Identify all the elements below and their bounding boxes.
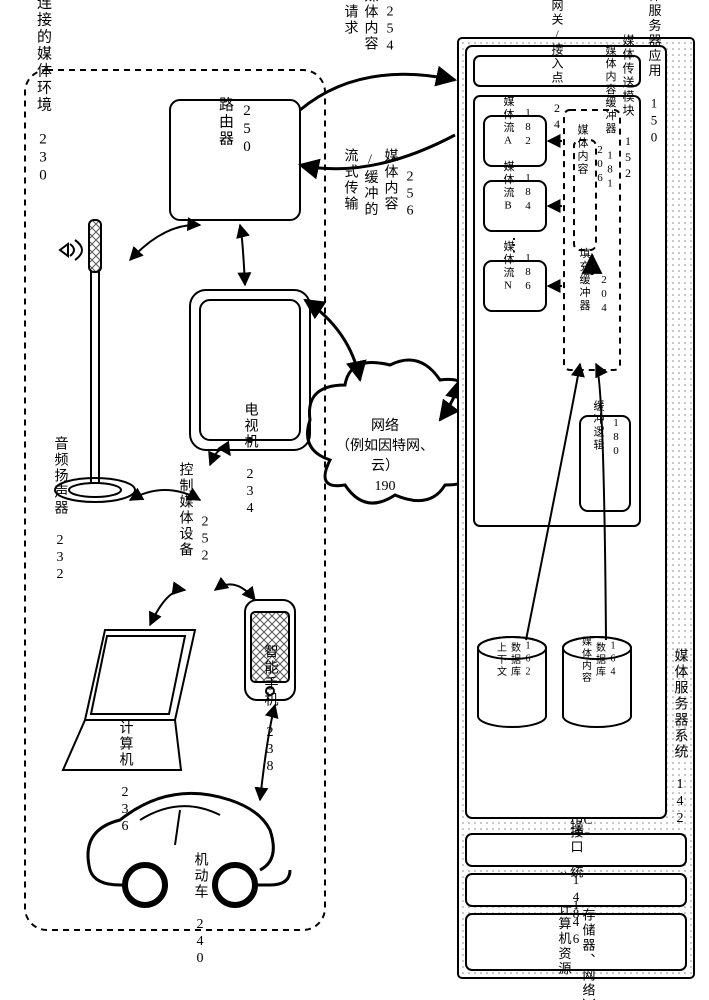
svg-text:控制媒体设备: 控制媒体设备 <box>178 462 194 558</box>
svg-text:媒体内容: 媒体内容 <box>580 636 592 684</box>
svg-text:网络: 网络 <box>371 418 399 434</box>
svg-text:164: 164 <box>608 641 619 680</box>
svg-text:媒体内容: 媒体内容 <box>576 124 589 176</box>
svg-text:媒体内容: 媒体内容 <box>383 148 399 212</box>
svg-text:184: 184 <box>522 172 534 214</box>
svg-text:媒体传送模块 152: 媒体传送模块 152 <box>621 34 635 182</box>
svg-text:媒体流B: 媒体流B <box>502 160 515 213</box>
svg-text:请求: 请求 <box>343 4 359 36</box>
svg-text:音频扬声器 232: 音频扬声器 232 <box>53 435 69 584</box>
svg-text:190: 190 <box>375 479 396 494</box>
svg-text:186: 186 <box>522 252 534 294</box>
svg-text:/缓冲的: /缓冲的 <box>363 153 379 218</box>
svg-text:媒体内容: 媒体内容 <box>363 0 379 52</box>
svg-text:数据库: 数据库 <box>509 641 521 678</box>
svg-text:252: 252 <box>198 515 213 566</box>
svg-text:254: 254 <box>383 5 398 56</box>
svg-text:250: 250 <box>239 103 255 157</box>
svg-text:媒体流A: 媒体流A <box>502 95 515 148</box>
svg-text:162: 162 <box>523 641 534 680</box>
svg-text:媒体服务器应用 150: 媒体服务器应用 150 <box>647 0 662 147</box>
svg-text:256: 256 <box>403 170 418 221</box>
svg-text:数据库: 数据库 <box>594 641 606 678</box>
svg-text:电视机 234: 电视机 234 <box>243 402 259 518</box>
svg-text:云）: 云） <box>371 458 399 474</box>
svg-text:180: 180 <box>610 417 622 459</box>
svg-text:机动车 240: 机动车 240 <box>193 852 209 968</box>
svg-text:媒体服务器系统 142: 媒体服务器系统 142 <box>673 648 689 828</box>
svg-text:连接的媒体环境 230: 连接的媒体环境 230 <box>35 0 52 186</box>
svg-text:182: 182 <box>522 107 534 149</box>
svg-text:流式传输: 流式传输 <box>343 148 359 212</box>
svg-text:填充缓冲器: 填充缓冲器 <box>578 246 591 312</box>
svg-text:媒体网关/接入点 248: 媒体网关/接入点 248 <box>550 0 564 149</box>
svg-text:媒体流N: 媒体流N <box>502 240 515 293</box>
svg-text:206: 206 <box>594 144 606 186</box>
svg-text:上下文: 上下文 <box>495 642 507 678</box>
diagram-root: 连接的媒体环境 230路由器250音频扬声器 232电视机 234控制媒体设备2… <box>0 0 709 1000</box>
svg-text:路由器: 路由器 <box>217 97 234 148</box>
svg-text:204: 204 <box>598 274 610 316</box>
svg-text:（例如因特网、: （例如因特网、 <box>336 438 434 454</box>
